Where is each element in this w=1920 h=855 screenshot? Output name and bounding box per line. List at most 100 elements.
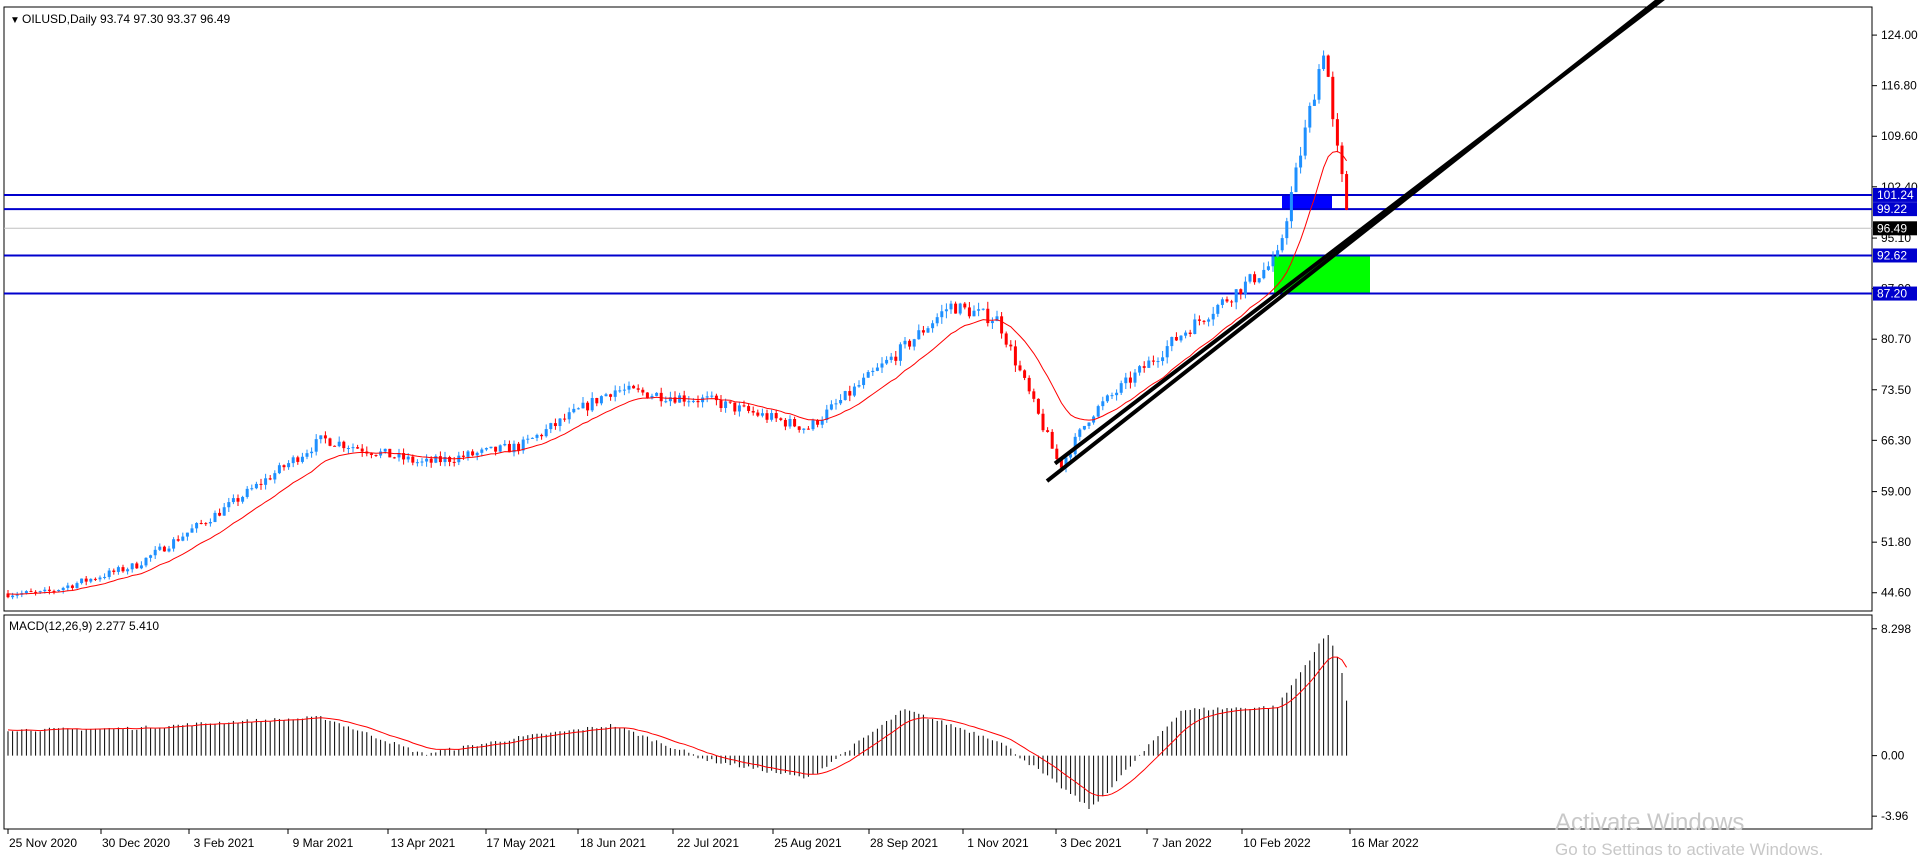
candle-body: [779, 418, 783, 420]
candle-body: [687, 401, 691, 403]
candle-body: [1207, 319, 1211, 322]
price-axis: 124.00116.80109.60102.4095.1087.9080.707…: [1872, 28, 1918, 600]
candle-body: [1165, 346, 1169, 358]
candle-body: [632, 385, 636, 389]
price-pane[interactable]: 124.00116.80109.60102.4095.1087.9080.707…: [3, 0, 1918, 612]
time-tick-label: 3 Dec 2021: [1060, 836, 1122, 850]
candle-body: [714, 395, 718, 401]
price-tick-label: 73.50: [1881, 383, 1911, 397]
candle-body: [103, 576, 107, 578]
candle-body: [379, 451, 383, 456]
candle-body: [57, 590, 61, 592]
candle-body: [480, 449, 484, 453]
blue-zone[interactable]: [1282, 194, 1332, 210]
candle-body: [806, 428, 810, 430]
candle-body: [337, 441, 341, 447]
candle-body: [461, 455, 465, 457]
candle-body: [434, 456, 438, 463]
candle-body: [1312, 99, 1316, 106]
candle-body: [1285, 221, 1289, 239]
trendlines[interactable]: [1045, 0, 1680, 483]
candle-body: [61, 587, 65, 591]
candle-body: [1064, 457, 1068, 468]
candle-body: [875, 367, 879, 371]
candle-body: [406, 456, 410, 460]
candle-body: [1078, 429, 1082, 437]
candle-body: [351, 447, 355, 449]
candle-body: [590, 398, 594, 411]
time-tick-label: 10 Feb 2022: [1243, 836, 1311, 850]
candle-body: [1294, 167, 1298, 193]
candle-body: [852, 386, 856, 396]
candle-body: [1119, 383, 1123, 393]
candle-body: [1225, 299, 1229, 302]
candle-body: [1151, 360, 1155, 362]
candle-body: [558, 418, 562, 427]
candle-body: [112, 570, 116, 572]
candle-body: [1124, 377, 1128, 384]
price-tag: [1873, 221, 1917, 236]
candle-body: [38, 591, 42, 593]
candle-body: [75, 583, 79, 588]
candle-body: [420, 461, 424, 463]
horizontal-levels[interactable]: [4, 193, 1872, 295]
candle-body: [346, 448, 350, 450]
candle-body: [586, 402, 590, 411]
candle-body: [342, 441, 346, 449]
candle-body: [1239, 289, 1243, 295]
candle-body: [1138, 366, 1142, 373]
candle-body: [931, 323, 935, 329]
candle-body: [383, 448, 387, 452]
candle-body: [1105, 395, 1109, 402]
candle-body: [305, 453, 309, 457]
candle-body: [733, 402, 737, 412]
candle-body: [691, 400, 695, 402]
trendline[interactable]: [1045, 0, 1667, 483]
candle-body: [834, 403, 838, 405]
candle-body: [977, 309, 981, 311]
candle-body: [1128, 377, 1132, 383]
macd-histogram: [7, 635, 1348, 809]
candle-body: [43, 589, 47, 592]
candle-body: [572, 408, 576, 413]
candle-body: [126, 569, 130, 572]
candle-body: [34, 591, 38, 593]
candle-body: [512, 443, 516, 453]
candle-body: [167, 548, 171, 552]
candle-body: [526, 438, 530, 440]
candle-body: [503, 443, 507, 446]
candle-body: [1289, 192, 1293, 222]
dropdown-triangle-icon[interactable]: ▼: [10, 15, 20, 26]
macd-pane[interactable]: 8.298 0.00 -3.96 MACD(12,26,9) 2.277 5.410: [3, 614, 1911, 830]
candle-body: [613, 390, 617, 397]
candle-body: [544, 429, 548, 437]
candle-body: [507, 443, 511, 453]
candle-body: [1050, 431, 1054, 449]
candle-body: [967, 307, 971, 317]
candle-body: [1266, 266, 1270, 270]
candle-body: [857, 385, 861, 387]
candle-body: [425, 458, 429, 462]
candle-body: [926, 328, 930, 333]
candle-body: [15, 594, 19, 596]
candle-body: [369, 453, 373, 455]
candle-body: [622, 389, 626, 391]
candle-body: [917, 330, 921, 340]
activate-windows-subtitle: Go to Settings to activate Windows.: [1555, 840, 1823, 855]
price-tick-label: 109.60: [1881, 129, 1918, 143]
candle-body: [894, 356, 898, 361]
candle-body: [908, 340, 912, 347]
candle-body: [121, 567, 125, 572]
candle-body: [645, 392, 649, 399]
time-tick-label: 28 Sep 2021: [870, 836, 938, 850]
candle-body: [1230, 301, 1234, 303]
time-tick-label: 30 Dec 2020: [102, 836, 170, 850]
candle-body: [655, 392, 659, 396]
candle-body: [1179, 335, 1183, 341]
candle-body: [668, 397, 672, 402]
candle-body: [521, 439, 525, 451]
candle-body: [1023, 370, 1027, 378]
candle-body: [567, 412, 571, 420]
macd-tick-label: -3.96: [1881, 809, 1909, 823]
